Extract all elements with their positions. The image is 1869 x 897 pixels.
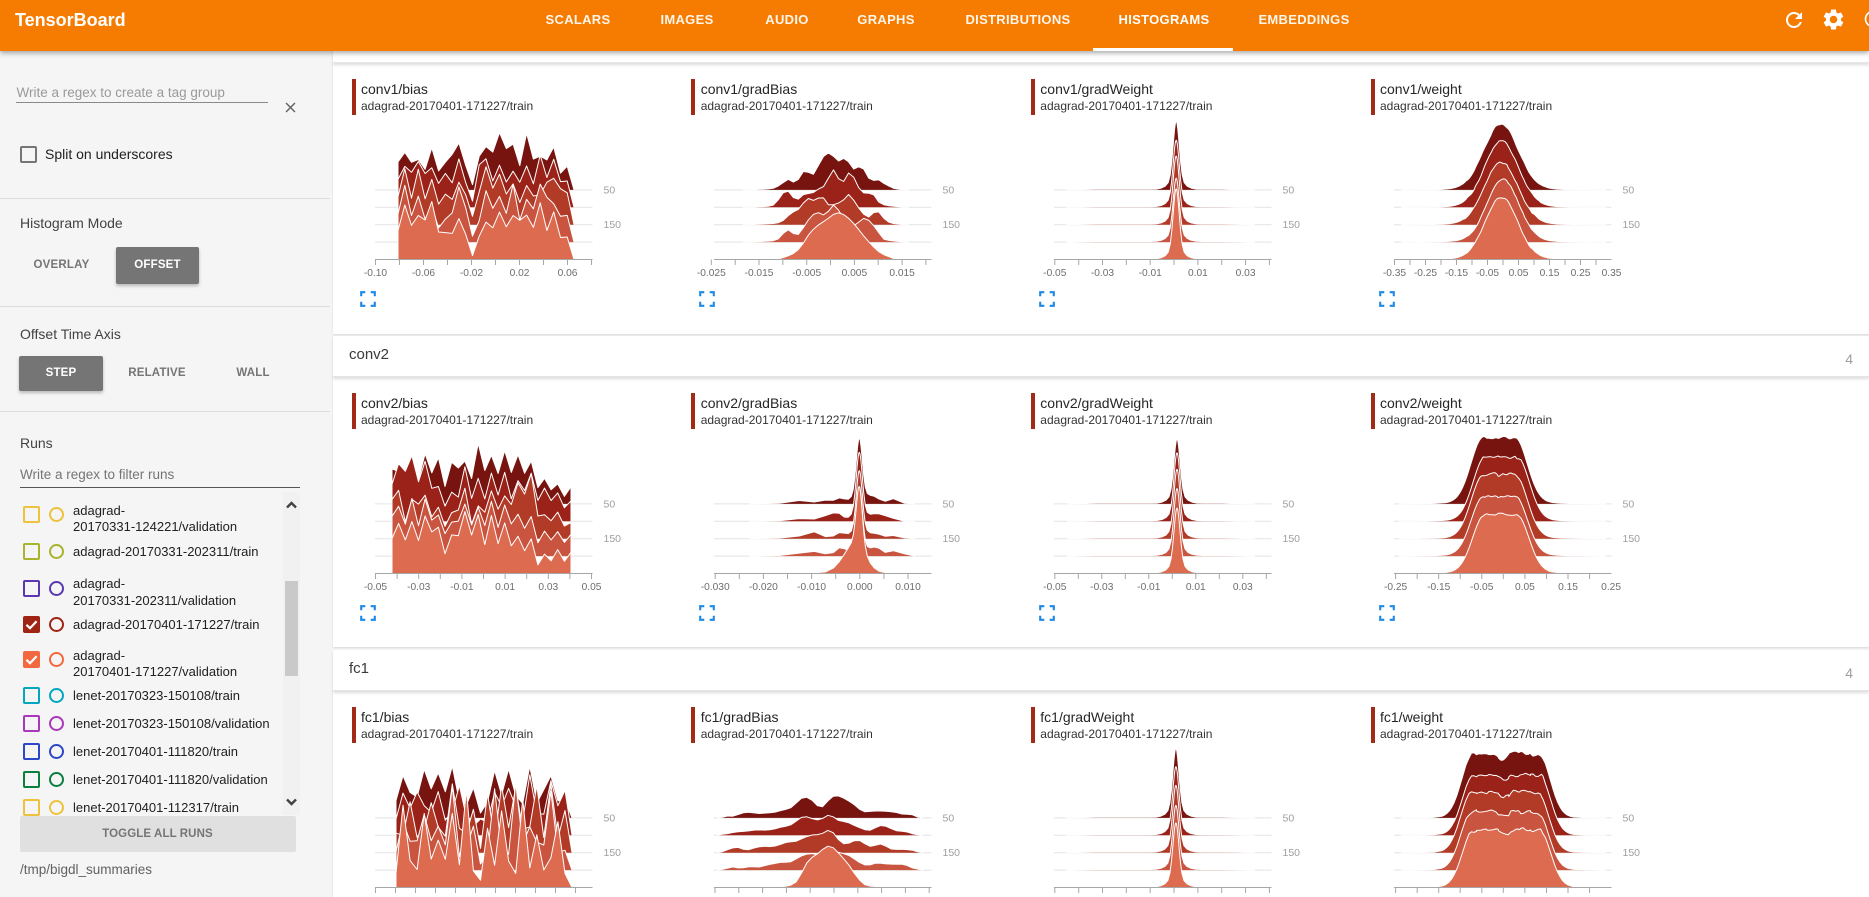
svg-text:150: 150 <box>1282 219 1300 231</box>
svg-text:0.02: 0.02 <box>509 268 529 279</box>
svg-text:0.15: 0.15 <box>1558 582 1578 593</box>
svg-text:0.05: 0.05 <box>1514 582 1534 593</box>
svg-text:50: 50 <box>1282 812 1294 824</box>
svg-text:50: 50 <box>943 184 955 196</box>
svg-text:-0.25: -0.25 <box>1413 268 1437 279</box>
svg-text:0.05: 0.05 <box>581 582 601 593</box>
svg-text:0.05: 0.05 <box>1508 268 1528 279</box>
svg-text:-0.15: -0.15 <box>1427 582 1451 593</box>
svg-text:150: 150 <box>603 219 621 231</box>
svg-text:0.01: 0.01 <box>1188 268 1208 279</box>
svg-text:50: 50 <box>603 498 615 510</box>
svg-text:-0.05: -0.05 <box>1043 582 1067 593</box>
svg-text:50: 50 <box>603 184 615 196</box>
svg-text:150: 150 <box>1622 533 1640 545</box>
svg-text:50: 50 <box>1622 184 1634 196</box>
svg-text:50: 50 <box>603 812 615 824</box>
svg-text:0.03: 0.03 <box>538 582 558 593</box>
svg-text:150: 150 <box>1622 219 1640 231</box>
svg-text:-0.35: -0.35 <box>1382 268 1406 279</box>
svg-text:-0.01: -0.01 <box>450 582 474 593</box>
svg-text:-0.005: -0.005 <box>792 268 821 279</box>
svg-text:150: 150 <box>1282 847 1300 859</box>
svg-text:-0.01: -0.01 <box>1138 268 1162 279</box>
svg-text:50: 50 <box>1622 498 1634 510</box>
svg-text:-0.05: -0.05 <box>1043 268 1067 279</box>
svg-text:-0.010: -0.010 <box>797 582 826 593</box>
svg-text:0.03: 0.03 <box>1235 268 1255 279</box>
svg-text:0.25: 0.25 <box>1570 268 1590 279</box>
svg-text:0.015: 0.015 <box>890 268 916 279</box>
svg-text:50: 50 <box>943 498 955 510</box>
svg-text:50: 50 <box>1282 184 1294 196</box>
svg-text:0.35: 0.35 <box>1601 268 1621 279</box>
svg-text:-0.020: -0.020 <box>749 582 778 593</box>
svg-text:0.01: 0.01 <box>1186 582 1206 593</box>
svg-text:0.01: 0.01 <box>495 582 515 593</box>
svg-text:0.25: 0.25 <box>1601 582 1621 593</box>
svg-text:150: 150 <box>603 533 621 545</box>
svg-text:-0.015: -0.015 <box>745 268 774 279</box>
svg-text:0.000: 0.000 <box>847 582 873 593</box>
svg-text:-0.05: -0.05 <box>363 582 387 593</box>
svg-text:-0.02: -0.02 <box>459 268 483 279</box>
svg-text:150: 150 <box>603 847 621 859</box>
svg-text:-0.03: -0.03 <box>407 582 431 593</box>
svg-text:150: 150 <box>1282 533 1300 545</box>
svg-text:0.15: 0.15 <box>1539 268 1559 279</box>
svg-text:-0.025: -0.025 <box>697 268 726 279</box>
svg-text:-0.06: -0.06 <box>411 268 435 279</box>
svg-text:50: 50 <box>943 812 955 824</box>
svg-text:150: 150 <box>943 219 961 231</box>
svg-text:-0.05: -0.05 <box>1470 582 1494 593</box>
svg-text:-0.10: -0.10 <box>363 268 387 279</box>
svg-text:150: 150 <box>943 533 961 545</box>
svg-text:-0.25: -0.25 <box>1383 582 1407 593</box>
svg-text:-0.03: -0.03 <box>1090 582 1114 593</box>
svg-text:-0.05: -0.05 <box>1475 268 1499 279</box>
svg-text:-0.01: -0.01 <box>1137 582 1161 593</box>
svg-text:-0.03: -0.03 <box>1091 268 1115 279</box>
svg-text:-0.15: -0.15 <box>1444 268 1468 279</box>
svg-text:0.06: 0.06 <box>557 268 577 279</box>
svg-text:0.010: 0.010 <box>895 582 921 593</box>
svg-text:0.005: 0.005 <box>842 268 868 279</box>
svg-text:50: 50 <box>1282 498 1294 510</box>
svg-text:150: 150 <box>1622 847 1640 859</box>
svg-text:0.03: 0.03 <box>1233 582 1253 593</box>
svg-text:-0.030: -0.030 <box>701 582 730 593</box>
svg-text:150: 150 <box>943 847 961 859</box>
svg-text:50: 50 <box>1622 812 1634 824</box>
